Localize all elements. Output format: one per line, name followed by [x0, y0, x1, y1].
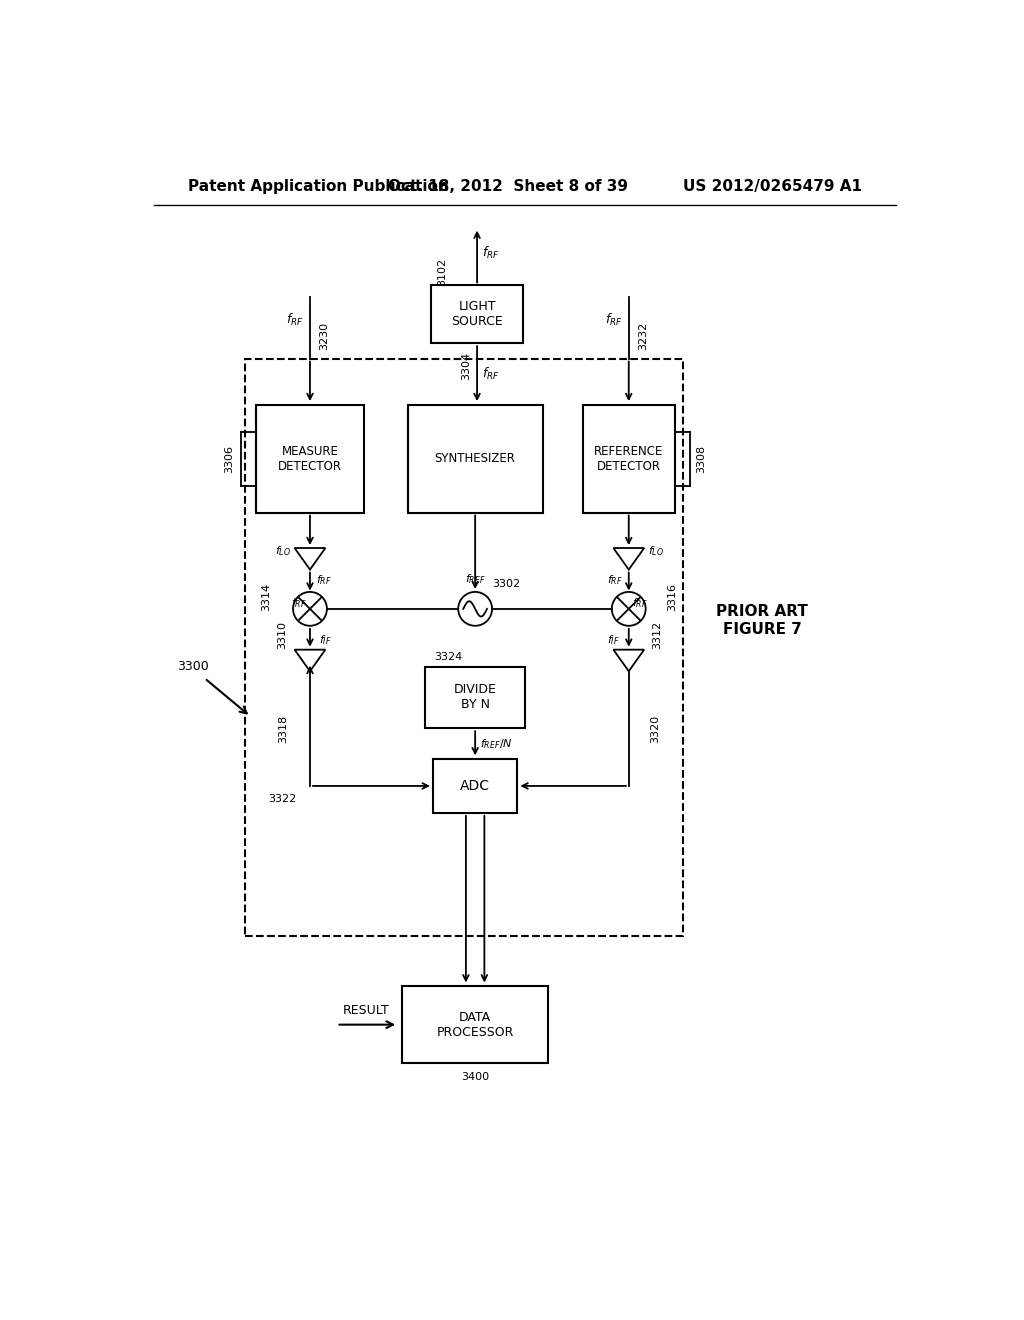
Text: $f_{REF}$: $f_{REF}$ [465, 573, 485, 586]
Text: $f_{REF}/N$: $f_{REF}/N$ [480, 737, 513, 751]
FancyBboxPatch shape [402, 986, 548, 1063]
Text: $f_{RF}$: $f_{RF}$ [607, 573, 623, 587]
FancyBboxPatch shape [433, 759, 517, 813]
Text: Patent Application Publication: Patent Application Publication [188, 180, 450, 194]
Text: $f_{RF}$: $f_{RF}$ [315, 573, 332, 587]
Text: DATA
PROCESSOR: DATA PROCESSOR [436, 1011, 514, 1039]
Text: 3230: 3230 [319, 322, 329, 350]
Text: PRIOR ART
FIGURE 7: PRIOR ART FIGURE 7 [716, 605, 808, 636]
Text: 3316: 3316 [668, 583, 677, 611]
Text: Oct. 18, 2012  Sheet 8 of 39: Oct. 18, 2012 Sheet 8 of 39 [388, 180, 628, 194]
Text: 3102: 3102 [437, 257, 447, 285]
Text: 3314: 3314 [261, 583, 271, 611]
Text: 3324: 3324 [434, 652, 462, 663]
Text: 3320: 3320 [650, 714, 660, 743]
Text: MEASURE
DETECTOR: MEASURE DETECTOR [278, 445, 342, 473]
Text: LIGHT
SOURCE: LIGHT SOURCE [452, 301, 503, 329]
Text: $f_{IF}$: $f_{IF}$ [319, 632, 332, 647]
Text: 3300: 3300 [177, 660, 209, 673]
Text: $f_{RF}$: $f_{RF}$ [286, 312, 303, 329]
Text: $f_{RF}$: $f_{RF}$ [291, 595, 307, 610]
Text: REFERENCE
DETECTOR: REFERENCE DETECTOR [594, 445, 664, 473]
Text: $f_{LO}$: $f_{LO}$ [647, 544, 664, 558]
Text: 3318: 3318 [279, 714, 289, 743]
Text: $f_{IF}$: $f_{IF}$ [607, 632, 620, 647]
Text: $f_{LO}$: $f_{LO}$ [275, 544, 291, 558]
Text: RESULT: RESULT [342, 1005, 389, 1018]
Text: ADC: ADC [460, 779, 490, 793]
Text: 3232: 3232 [638, 321, 648, 350]
Text: $f_{RF}$: $f_{RF}$ [482, 366, 500, 381]
Text: 3304: 3304 [461, 352, 471, 380]
Text: 3302: 3302 [493, 579, 520, 589]
Text: 3322: 3322 [268, 795, 296, 804]
Text: 3308: 3308 [696, 445, 707, 473]
Text: 3400: 3400 [461, 1072, 489, 1082]
Text: 3306: 3306 [224, 445, 234, 473]
Text: 3312: 3312 [652, 620, 662, 648]
FancyBboxPatch shape [583, 405, 675, 512]
FancyBboxPatch shape [431, 285, 523, 343]
Text: $f_{RF}$: $f_{RF}$ [604, 312, 623, 329]
Text: DIVIDE
BY N: DIVIDE BY N [454, 684, 497, 711]
FancyBboxPatch shape [425, 667, 525, 729]
Text: SYNTHESIZER: SYNTHESIZER [435, 453, 515, 465]
Text: $f_{RF}$: $f_{RF}$ [632, 595, 647, 610]
FancyBboxPatch shape [408, 405, 543, 512]
Text: US 2012/0265479 A1: US 2012/0265479 A1 [683, 180, 862, 194]
Text: $f_{RF}$: $f_{RF}$ [482, 246, 500, 261]
Text: 3310: 3310 [276, 620, 287, 648]
FancyBboxPatch shape [256, 405, 364, 512]
